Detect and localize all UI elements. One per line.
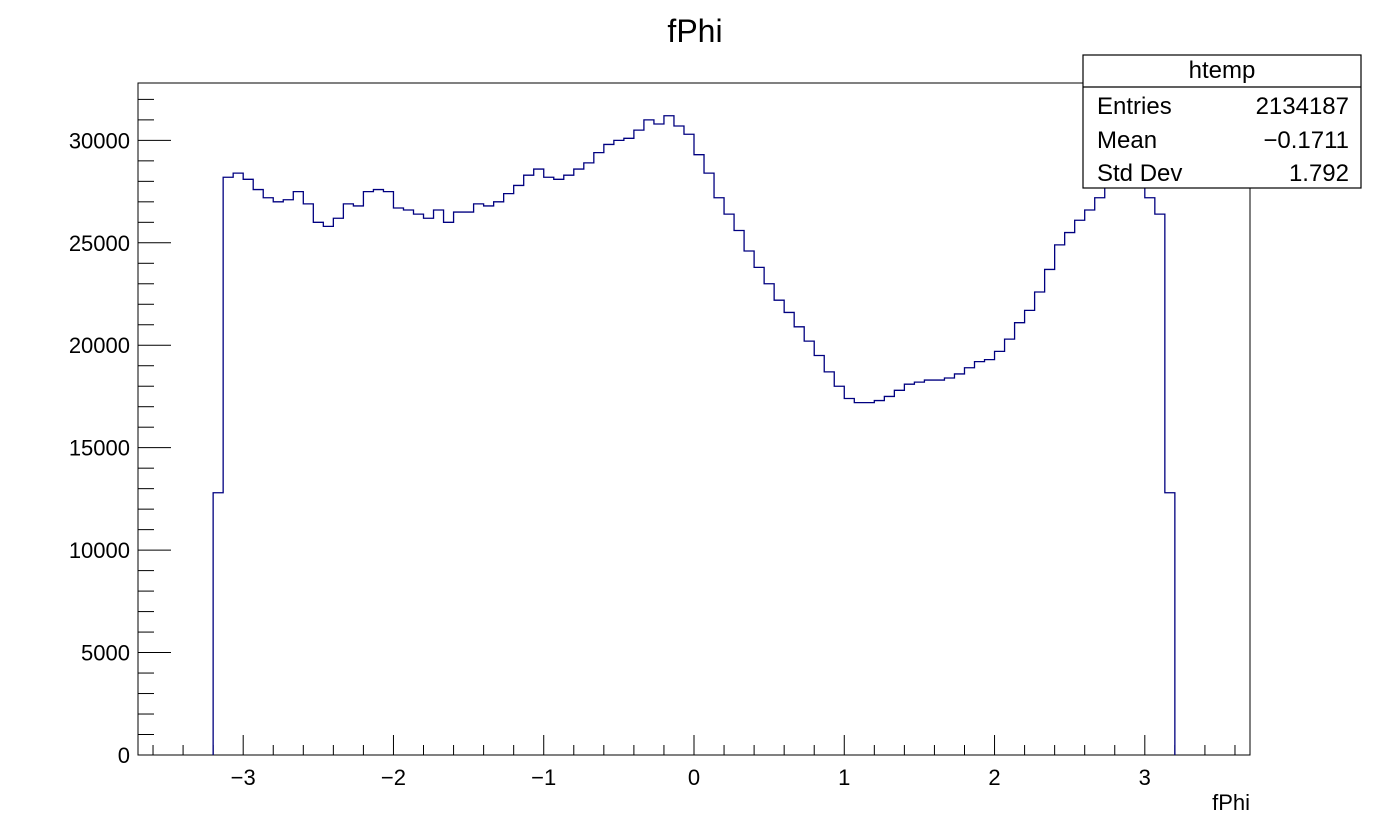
stats-value-entries: 2134187: [1256, 93, 1349, 120]
y-tick-label: 0: [118, 743, 130, 768]
x-tick-label: 3: [1139, 765, 1151, 790]
stats-label-mean: Mean: [1097, 127, 1157, 154]
x-tick-label: −3: [231, 765, 256, 790]
y-tick-label: 30000: [69, 128, 130, 153]
x-axis-title: fPhi: [1212, 790, 1250, 815]
stats-box-name: htemp: [1189, 57, 1256, 84]
stats-label-entries: Entries: [1097, 93, 1172, 120]
y-tick-label: 20000: [69, 333, 130, 358]
stats-label-stddev: Std Dev: [1097, 160, 1182, 187]
x-tick-label: 0: [688, 765, 700, 790]
y-tick-label: 5000: [81, 641, 130, 666]
y-tick-label: 10000: [69, 538, 130, 563]
y-axis: [138, 98, 171, 756]
x-tick-label: −1: [531, 765, 556, 790]
y-tick-labels: 0 5000 10000 15000 20000 25000 30000: [69, 128, 130, 768]
stats-value-stddev: 1.792: [1289, 160, 1349, 187]
stats-value-mean: −0.1711: [1263, 127, 1349, 154]
stats-box: htemp Entries 2134187 Mean −0.1711 Std D…: [1082, 54, 1362, 189]
y-tick-label: 25000: [69, 231, 130, 256]
x-axis: [152, 735, 1236, 755]
chart-title: fPhi: [667, 13, 722, 49]
histogram-line: [212, 115, 1176, 755]
stats-box-frame: [1082, 54, 1362, 189]
x-tick-label: 2: [988, 765, 1000, 790]
x-tick-labels: −3 −2 −1 0 1 2 3: [231, 765, 1151, 790]
x-tick-label: −2: [381, 765, 406, 790]
y-tick-label: 15000: [69, 436, 130, 461]
x-tick-label: 1: [838, 765, 850, 790]
